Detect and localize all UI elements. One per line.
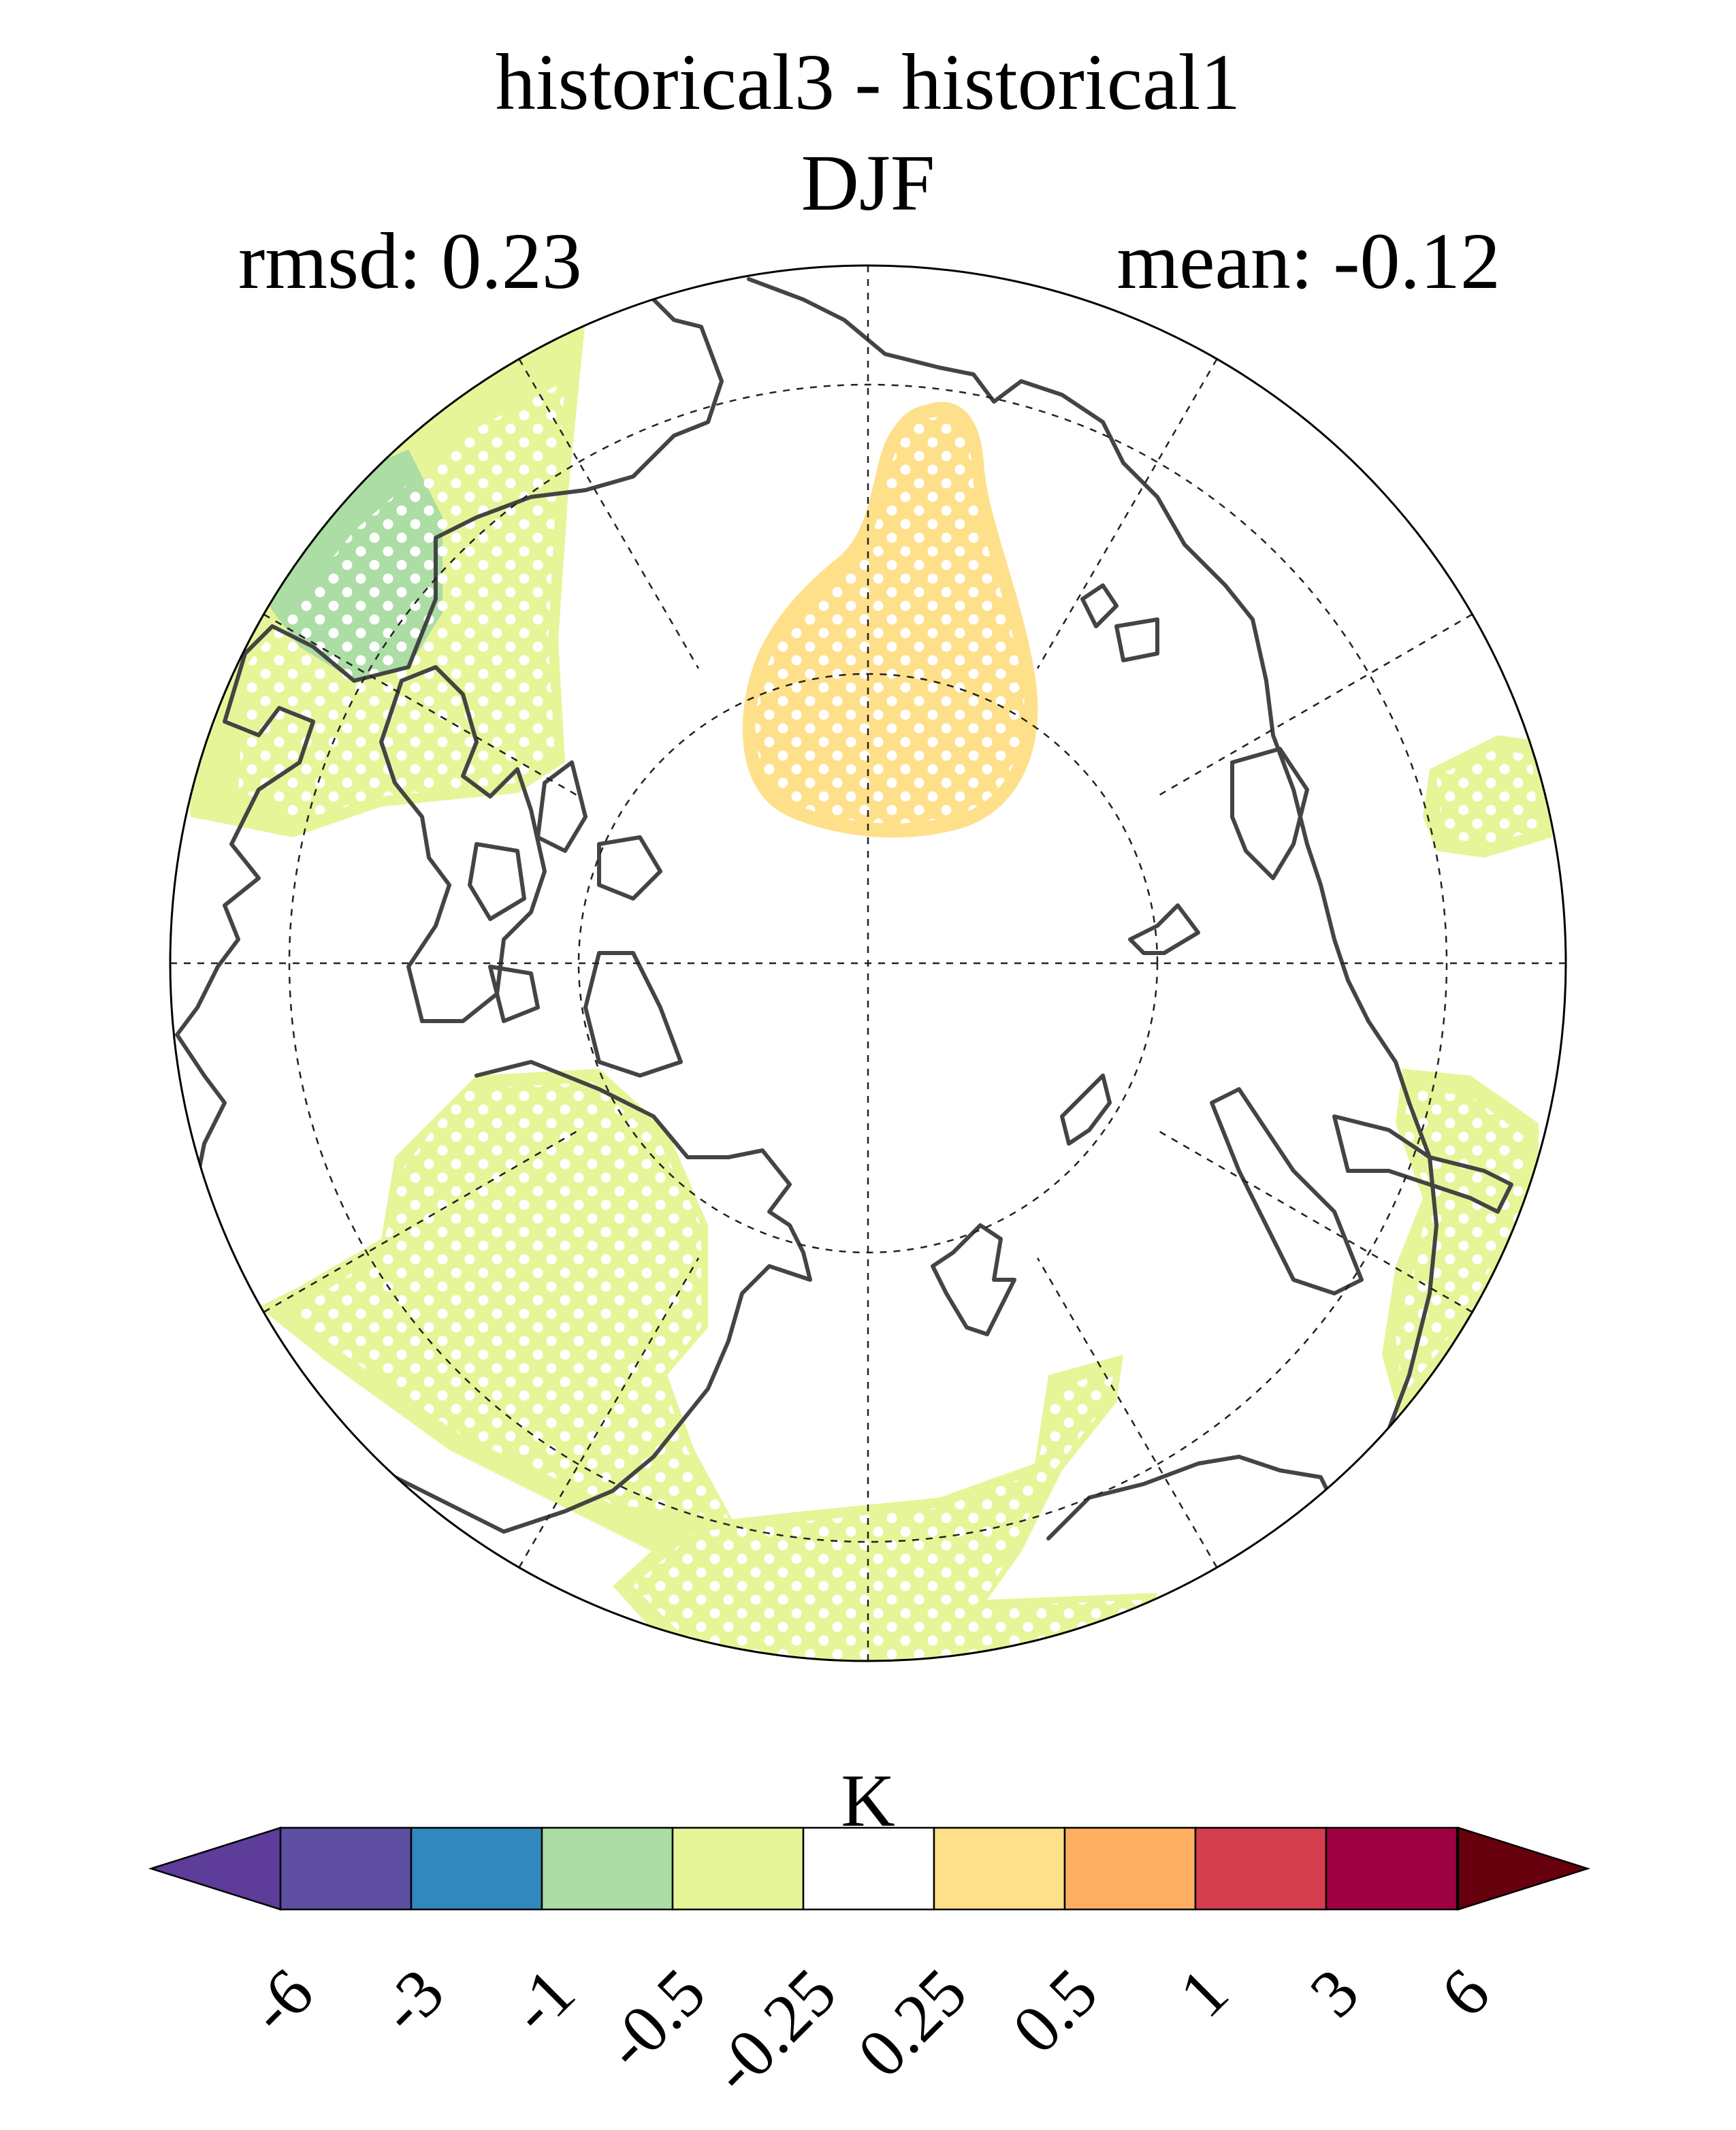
meridian-240: [518, 358, 700, 669]
meridian-120: [518, 1257, 700, 1568]
colorbar-tick-label: -6: [234, 1954, 327, 2048]
meridian-210: [263, 613, 581, 798]
colorbar-tick-label: -1: [495, 1954, 589, 2048]
meridian-60: [1036, 358, 1218, 669]
rmsd-label: rmsd: 0.23: [238, 216, 582, 306]
meridian-150: [263, 1128, 581, 1313]
coastline-novaya-zemlya: [1060, 1074, 1112, 1146]
colorbar-tick-label: -0.5: [590, 1954, 720, 2084]
mean-label: mean: -0.12: [1116, 216, 1500, 306]
meridian-300: [1036, 1257, 1218, 1568]
meridian-30: [1155, 613, 1473, 798]
stipple-east-asia: [1396, 1089, 1525, 1395]
plot-title: historical3 - historical1: [495, 37, 1241, 127]
meridian-330: [1155, 1128, 1473, 1313]
coastline-siberia: [1046, 583, 1513, 1661]
colorbar-unit: K: [841, 1759, 895, 1842]
colorbar-above-max: [1457, 1826, 1591, 1911]
coastline-north-america: [175, 297, 724, 1180]
colorbar-below-min: [148, 1826, 282, 1911]
colorbar-bin-6: [1063, 1826, 1197, 1911]
colorbar-bin-8: [1325, 1826, 1458, 1911]
stipple-far-east: [1436, 749, 1539, 844]
coastline-svalbard: [931, 1223, 1016, 1336]
stipple-north-america: [238, 381, 565, 820]
colorbar-bin-2: [541, 1826, 674, 1911]
colorbar-tick-label: -0.25: [696, 1954, 850, 2108]
colorbar-bin-0: [279, 1826, 413, 1911]
coastline-scandinavia-europe: [229, 1060, 812, 1534]
colorbar-bin-3: [671, 1826, 805, 1911]
colorbar-tick-label: 6: [1426, 1954, 1504, 2032]
colorbar-tick-label: 1: [1165, 1954, 1242, 2032]
plot-subtitle: DJF: [801, 138, 935, 227]
colorbar-bin-4: [802, 1826, 935, 1911]
stipple-europe: [293, 1082, 728, 1518]
colorbar-bin-7: [1194, 1826, 1328, 1911]
colorbar-tick-label: 0.5: [998, 1954, 1112, 2068]
polar-map: [169, 264, 1567, 1662]
colorbar-tick-label: -3: [364, 1954, 458, 2048]
stipple-siberia: [633, 1368, 1144, 1661]
coastline-canadian-archipelago: [468, 760, 683, 1078]
colorbar-tick-label: 0.25: [843, 1954, 981, 2092]
coastline-eurasia-pacific: [747, 277, 1438, 1472]
colorbar-bin-5: [933, 1826, 1066, 1911]
latitude-circle-outer: [288, 383, 1448, 1543]
colorbar-bin-1: [410, 1826, 543, 1911]
map-border: [169, 264, 1567, 1662]
colorbar: [148, 1826, 1591, 1911]
stipple-central-arctic: [755, 417, 1025, 824]
colorbar-tick-label: 3: [1296, 1954, 1373, 2032]
